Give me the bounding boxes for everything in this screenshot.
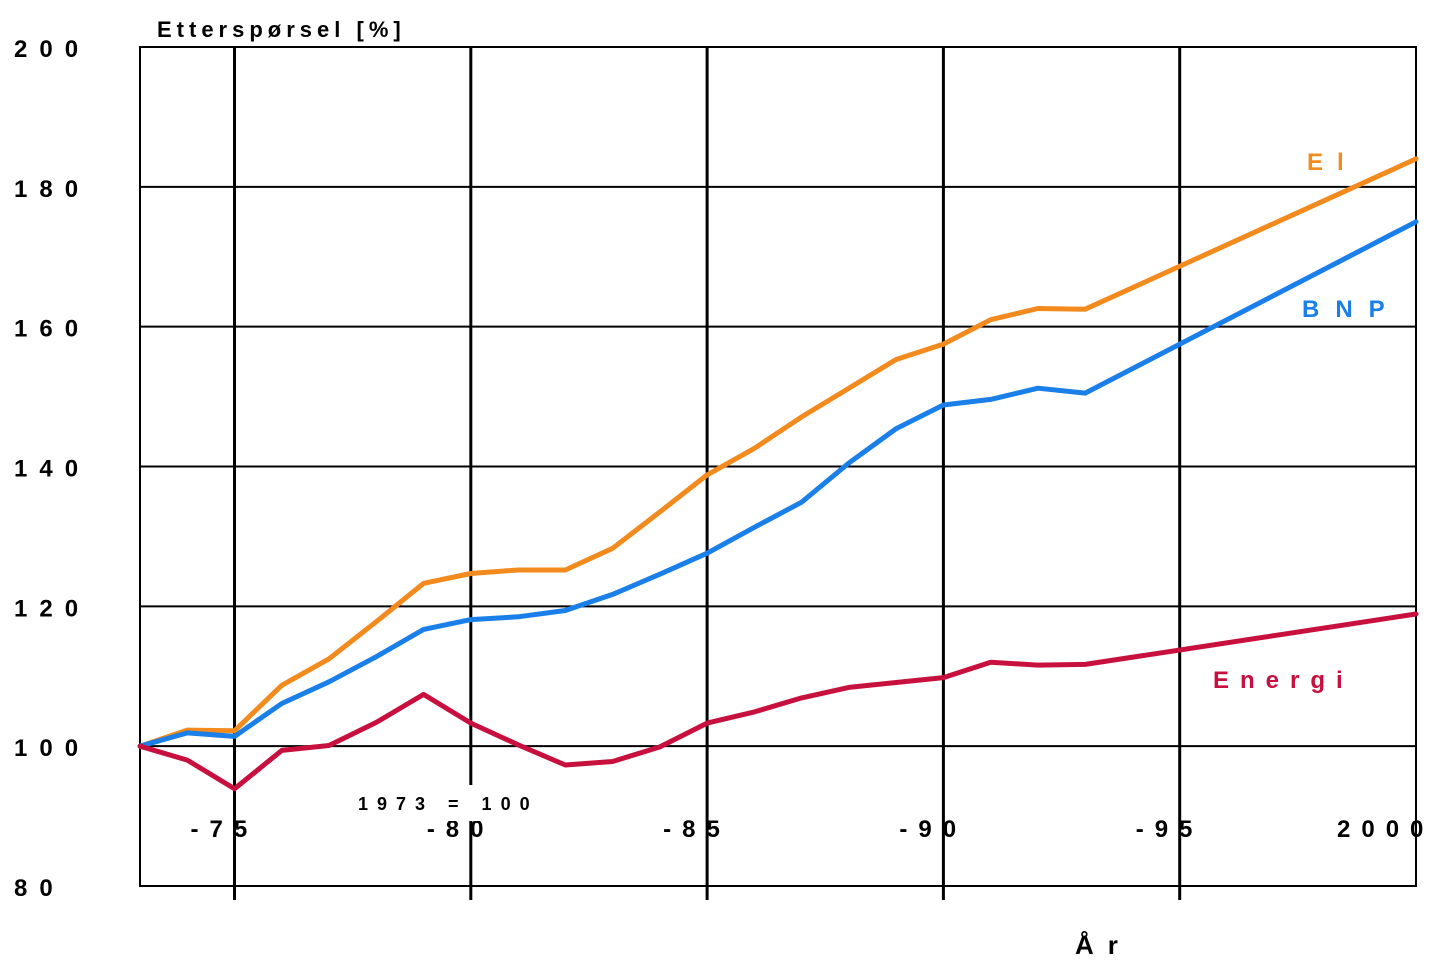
annotation-background — [355, 785, 570, 821]
plot-border — [139, 46, 1417, 887]
annotation-label: 1973 = 100 — [358, 794, 539, 814]
x-tick-label: -95 — [1136, 816, 1204, 843]
series-label-bnp: BNP — [1302, 296, 1401, 323]
y-tick-label: 140 — [14, 456, 90, 483]
plot-frame — [139, 46, 1417, 887]
series-line-el — [137, 156, 1419, 749]
series-lines — [137, 156, 1419, 792]
x-tick-label: 2000 — [1337, 816, 1434, 843]
x-tick-label: -85 — [663, 816, 731, 843]
series-line-bnp — [137, 219, 1419, 749]
y-tick-label: 180 — [14, 176, 90, 203]
x-tick-label: -75 — [191, 816, 259, 843]
series-labels: El BNP Energi — [1213, 149, 1401, 694]
y-tick-label: 160 — [14, 316, 90, 343]
series-label-el: El — [1307, 149, 1358, 176]
grid-lines — [140, 46, 1416, 900]
y-tick-label: 100 — [14, 735, 90, 762]
x-tick-label: -90 — [899, 816, 967, 843]
y-tick-label: 80 — [14, 875, 65, 902]
series-label-energi: Energi — [1213, 667, 1354, 694]
y-tick-label: 120 — [14, 595, 90, 622]
y-tick-label: 200 — [14, 36, 90, 63]
x-axis-title: År — [1075, 930, 1132, 960]
series-line-energi — [137, 611, 1419, 792]
y-axis-title: Etterspørsel [%] — [157, 17, 406, 42]
